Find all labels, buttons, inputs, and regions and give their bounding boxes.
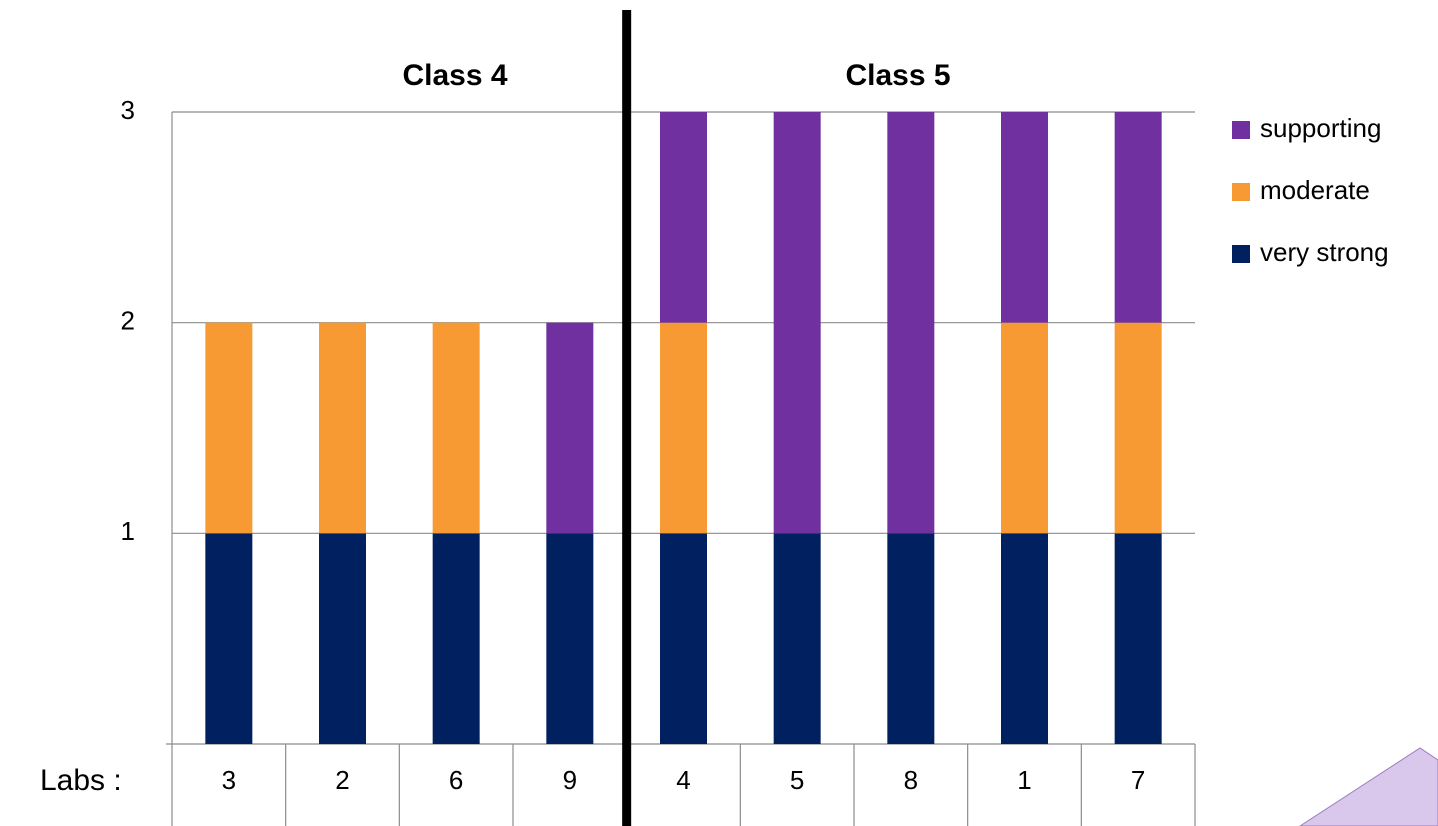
legend-swatch [1232, 245, 1250, 263]
bar-segment [319, 322, 366, 534]
x-tick-label: 5 [790, 765, 804, 795]
x-tick-label: 2 [335, 765, 349, 795]
bar-segment [660, 112, 707, 323]
bar-segment [1001, 112, 1048, 323]
legend-swatch [1232, 121, 1250, 139]
x-tick-label: 3 [222, 765, 236, 795]
x-tick-label: 6 [449, 765, 463, 795]
x-tick-label: 7 [1131, 765, 1145, 795]
legend-swatch [1232, 183, 1250, 201]
bar-segment [1114, 322, 1162, 534]
x-tick-label: 4 [676, 765, 690, 795]
bar-segment [1114, 533, 1162, 744]
bar-segment [773, 112, 821, 534]
bar-segment [1001, 533, 1048, 744]
row-label: Labs : [40, 764, 122, 797]
y-tick-label: 1 [121, 516, 135, 546]
bar-segment [319, 533, 366, 744]
bar-segment [660, 322, 707, 534]
x-tick-label: 8 [904, 765, 918, 795]
bar-segment [887, 533, 935, 744]
bar-segment [432, 533, 480, 744]
x-tick-label: 1 [1017, 765, 1031, 795]
x-tick-label: 9 [563, 765, 577, 795]
legend-label: very strong [1260, 237, 1389, 267]
bar-segment [205, 322, 253, 534]
bar-segment [773, 533, 821, 744]
legend-label: moderate [1260, 175, 1370, 205]
bar-segment [432, 322, 480, 534]
bar-segment [546, 533, 594, 744]
class-label: Class 5 [845, 59, 950, 92]
y-tick-label: 3 [121, 95, 135, 125]
bar-segment [205, 533, 253, 744]
bar-segment [546, 322, 594, 534]
y-tick-label: 2 [121, 306, 135, 336]
bar-segment [887, 112, 935, 534]
bar-segment [660, 533, 707, 744]
bar-segment [1114, 112, 1162, 323]
class-label: Class 4 [402, 59, 507, 92]
bar-segment [1001, 322, 1048, 534]
decoration [1299, 747, 1438, 826]
legend-label: supporting [1260, 113, 1381, 143]
